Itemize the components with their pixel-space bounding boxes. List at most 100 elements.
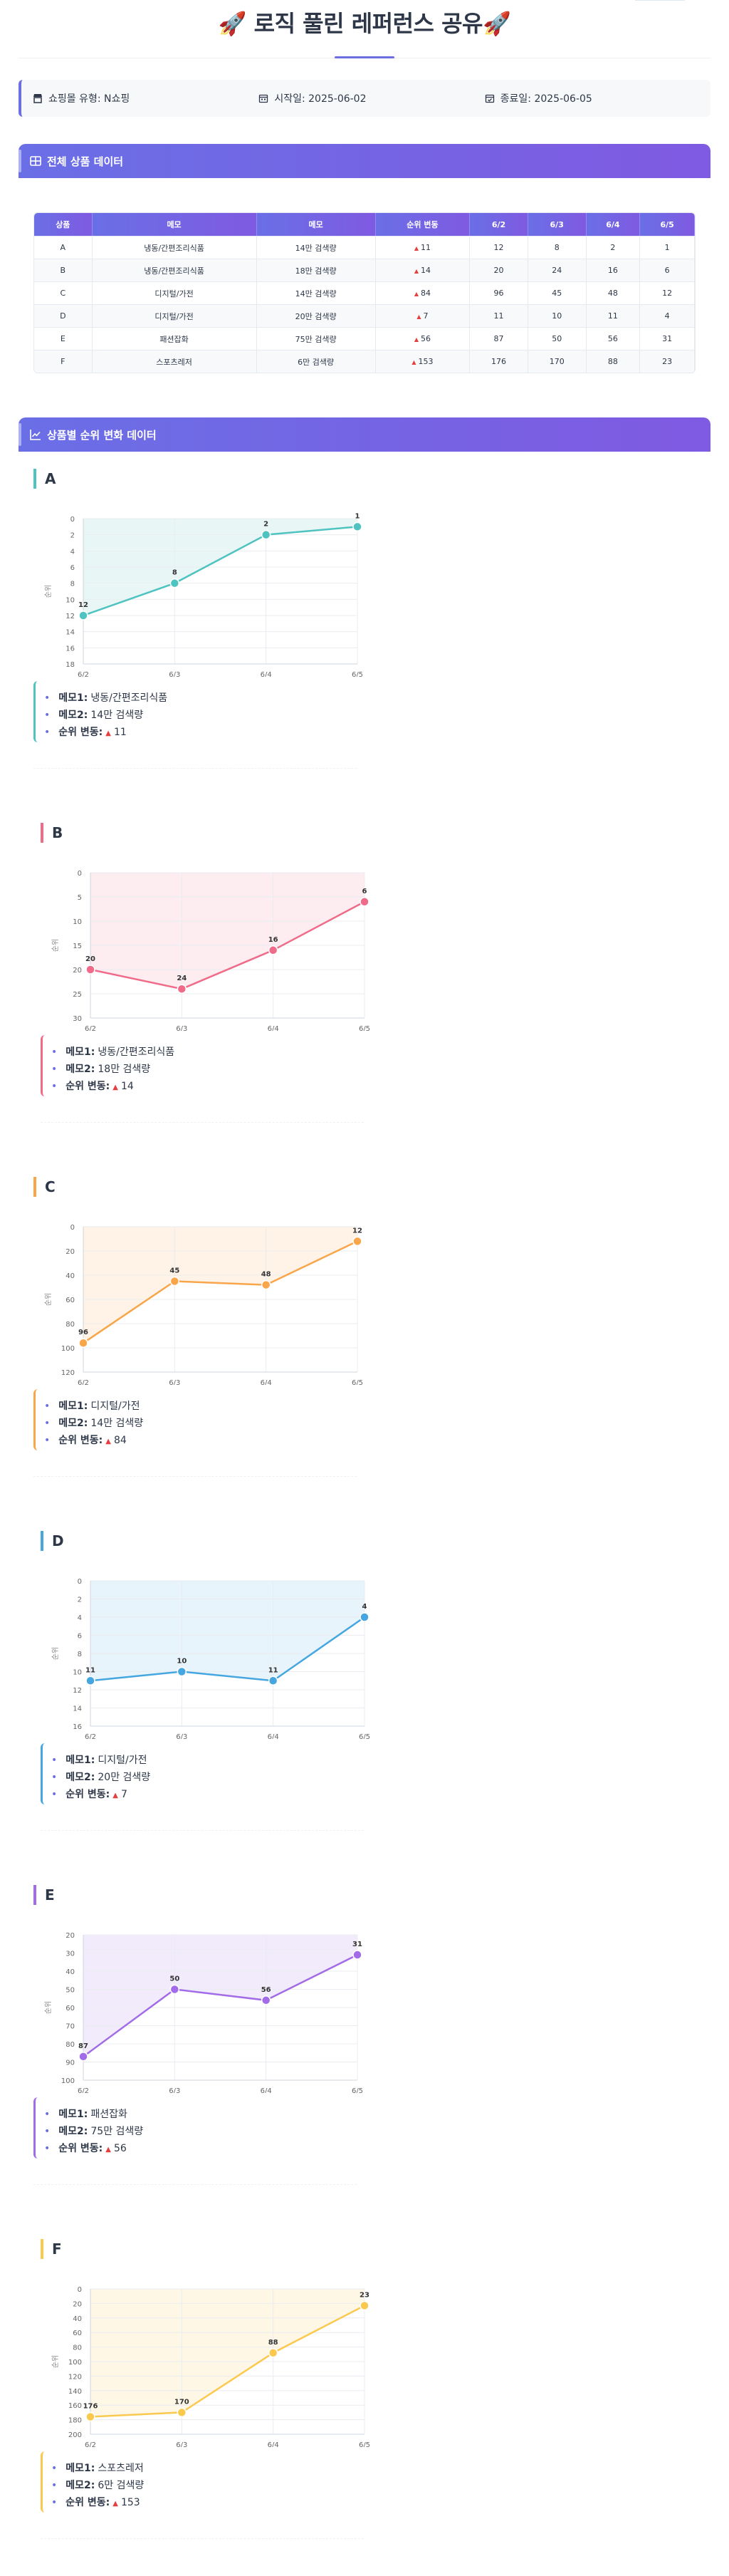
x-tick-label: 6/4 — [261, 2087, 272, 2093]
x-tick-label: 6/3 — [176, 1733, 187, 1739]
data-point — [85, 965, 95, 975]
memo-list: 메모1:디지털/가전메모2:20만 검색량순위 변동:▲7 — [41, 1743, 375, 1804]
table-row: C 디지털/가전 14만 검색량 ▲ 84 96 45 48 12 — [34, 281, 695, 304]
area-fill — [83, 1227, 357, 1344]
cell-rank: 88 — [586, 350, 641, 373]
data-label: 11 — [268, 1666, 278, 1674]
y-tick-label: 12 — [73, 1687, 82, 1695]
table-wrap: 상품 메모 메모 순위 변동 6/2 6/3 6/4 6/5 A 냉동/간편조리… — [19, 178, 710, 373]
memo2-value: 75만 검색량 — [90, 2126, 144, 2137]
card-divider — [41, 1122, 364, 1123]
data-label: 23 — [360, 2291, 369, 2299]
y-tick-label: 180 — [68, 2417, 82, 2425]
top-edge-line — [635, 0, 685, 1]
memo1-value: 디지털/가전 — [98, 1755, 147, 1766]
y-axis-label: 순위 — [51, 2355, 60, 2368]
y-tick-label: 25 — [73, 991, 82, 999]
memo1-label: 메모1: — [58, 1401, 88, 1412]
change-item: 순위 변동:▲11 — [44, 724, 368, 741]
calendar-icon — [259, 94, 268, 103]
x-tick-label: 6/3 — [176, 1025, 187, 1031]
data-point — [360, 1612, 369, 1622]
table-row: F 스포츠레저 6만 검색량 ▲ 153 176 170 88 23 — [34, 350, 695, 373]
cell-rank: 20 — [470, 259, 528, 281]
up-arrow-icon: ▲ — [416, 313, 421, 320]
change-value: 11 — [421, 243, 431, 252]
x-tick-label: 6/5 — [352, 1379, 363, 1385]
y-tick-label: 40 — [65, 1272, 75, 1280]
table-row: E 패션잡화 75만 검색량 ▲ 56 87 50 56 31 — [34, 327, 695, 350]
data-label: 6 — [362, 888, 367, 895]
cell-rank: 24 — [528, 259, 587, 281]
x-tick-label: 6/4 — [261, 1379, 272, 1385]
y-tick-label: 10 — [73, 918, 82, 926]
card-divider — [33, 1476, 357, 1477]
table-icon — [30, 156, 41, 166]
data-point — [261, 1995, 271, 2005]
cell-rank: 1 — [640, 236, 695, 259]
change-item: 순위 변동:▲14 — [51, 1078, 375, 1095]
change-value: 14 — [120, 1081, 134, 1092]
memo2-item: 메모2:20만 검색량 — [51, 1769, 375, 1786]
cell-rank: 31 — [640, 327, 695, 350]
data-point — [268, 945, 278, 955]
memo1-value: 냉동/간편조리식품 — [90, 692, 168, 704]
data-point — [85, 1676, 95, 1686]
y-tick-label: 90 — [65, 2060, 75, 2067]
data-point — [177, 2407, 187, 2418]
cell-rank: 50 — [528, 327, 587, 350]
cell-product: C — [34, 281, 93, 304]
y-tick-label: 60 — [65, 2005, 75, 2012]
data-point — [78, 611, 88, 620]
up-arrow-icon: ▲ — [414, 245, 419, 251]
data-label: 50 — [169, 1975, 179, 1983]
data-label: 88 — [268, 2339, 278, 2347]
chart-title: E — [33, 1885, 55, 1905]
change-label: 순위 변동: — [58, 1435, 103, 1446]
cell-rank: 2 — [586, 236, 641, 259]
cell-product: F — [34, 350, 93, 373]
memo-list: 메모1:냉동/간편조리식품메모2:18만 검색량순위 변동:▲14 — [41, 1035, 375, 1096]
change-value: 153 — [418, 357, 434, 366]
area-fill — [90, 873, 364, 990]
y-tick-label: 70 — [65, 2023, 75, 2031]
y-tick-label: 12 — [65, 613, 75, 620]
page-title: 🚀 로직 풀린 레퍼런스 공유🚀 — [218, 10, 511, 37]
cell-product: E — [34, 327, 93, 350]
memo2-value: 6만 검색량 — [98, 2480, 145, 2491]
cell-memo1: 디지털/가전 — [92, 281, 257, 304]
change-item: 순위 변동:▲153 — [51, 2494, 375, 2511]
memo2-label: 메모2: — [58, 710, 88, 721]
y-tick-label: 2 — [70, 532, 75, 540]
change-label: 순위 변동: — [58, 2143, 103, 2154]
x-tick-label: 6/5 — [352, 2087, 363, 2093]
memo2-value: 14만 검색량 — [90, 1418, 144, 1429]
cell-rank: 11 — [470, 304, 528, 327]
cell-change: ▲ 84 — [375, 281, 471, 304]
change-label: 순위 변동: — [58, 727, 103, 738]
cell-memo1: 디지털/가전 — [92, 304, 257, 327]
info-mall-text: 쇼핑몰 유형: N쇼핑 — [48, 93, 130, 105]
cell-memo1: 냉동/간편조리식품 — [92, 259, 257, 281]
up-arrow-icon: ▲ — [112, 1084, 118, 1091]
y-tick-label: 2 — [78, 1596, 82, 1604]
data-label: 12 — [352, 1227, 362, 1235]
x-tick-label: 6/4 — [268, 1733, 279, 1739]
cell-rank: 176 — [470, 350, 528, 373]
data-point — [268, 2348, 278, 2358]
cell-memo2: 14만 검색량 — [256, 281, 376, 304]
up-arrow-icon: ▲ — [112, 2500, 118, 2508]
chart-card: E 20 30 40 50 60 70 80 90 100 6/2 6/3 6/4 6/5 순위 87 50 56… — [33, 1868, 368, 2222]
area-fill — [90, 1581, 364, 1681]
y-axis-label: 순위 — [43, 585, 53, 598]
cell-memo2: 14만 검색량 — [256, 236, 376, 259]
y-tick-label: 60 — [73, 2330, 82, 2337]
x-tick-label: 6/5 — [359, 1733, 370, 1739]
y-tick-label: 15 — [73, 942, 82, 950]
table-row: A 냉동/간편조리식품 14만 검색량 ▲ 11 12 8 2 1 — [34, 236, 695, 259]
cell-rank: 96 — [470, 281, 528, 304]
y-tick-label: 8 — [78, 1651, 82, 1658]
x-tick-label: 6/2 — [85, 1733, 96, 1739]
